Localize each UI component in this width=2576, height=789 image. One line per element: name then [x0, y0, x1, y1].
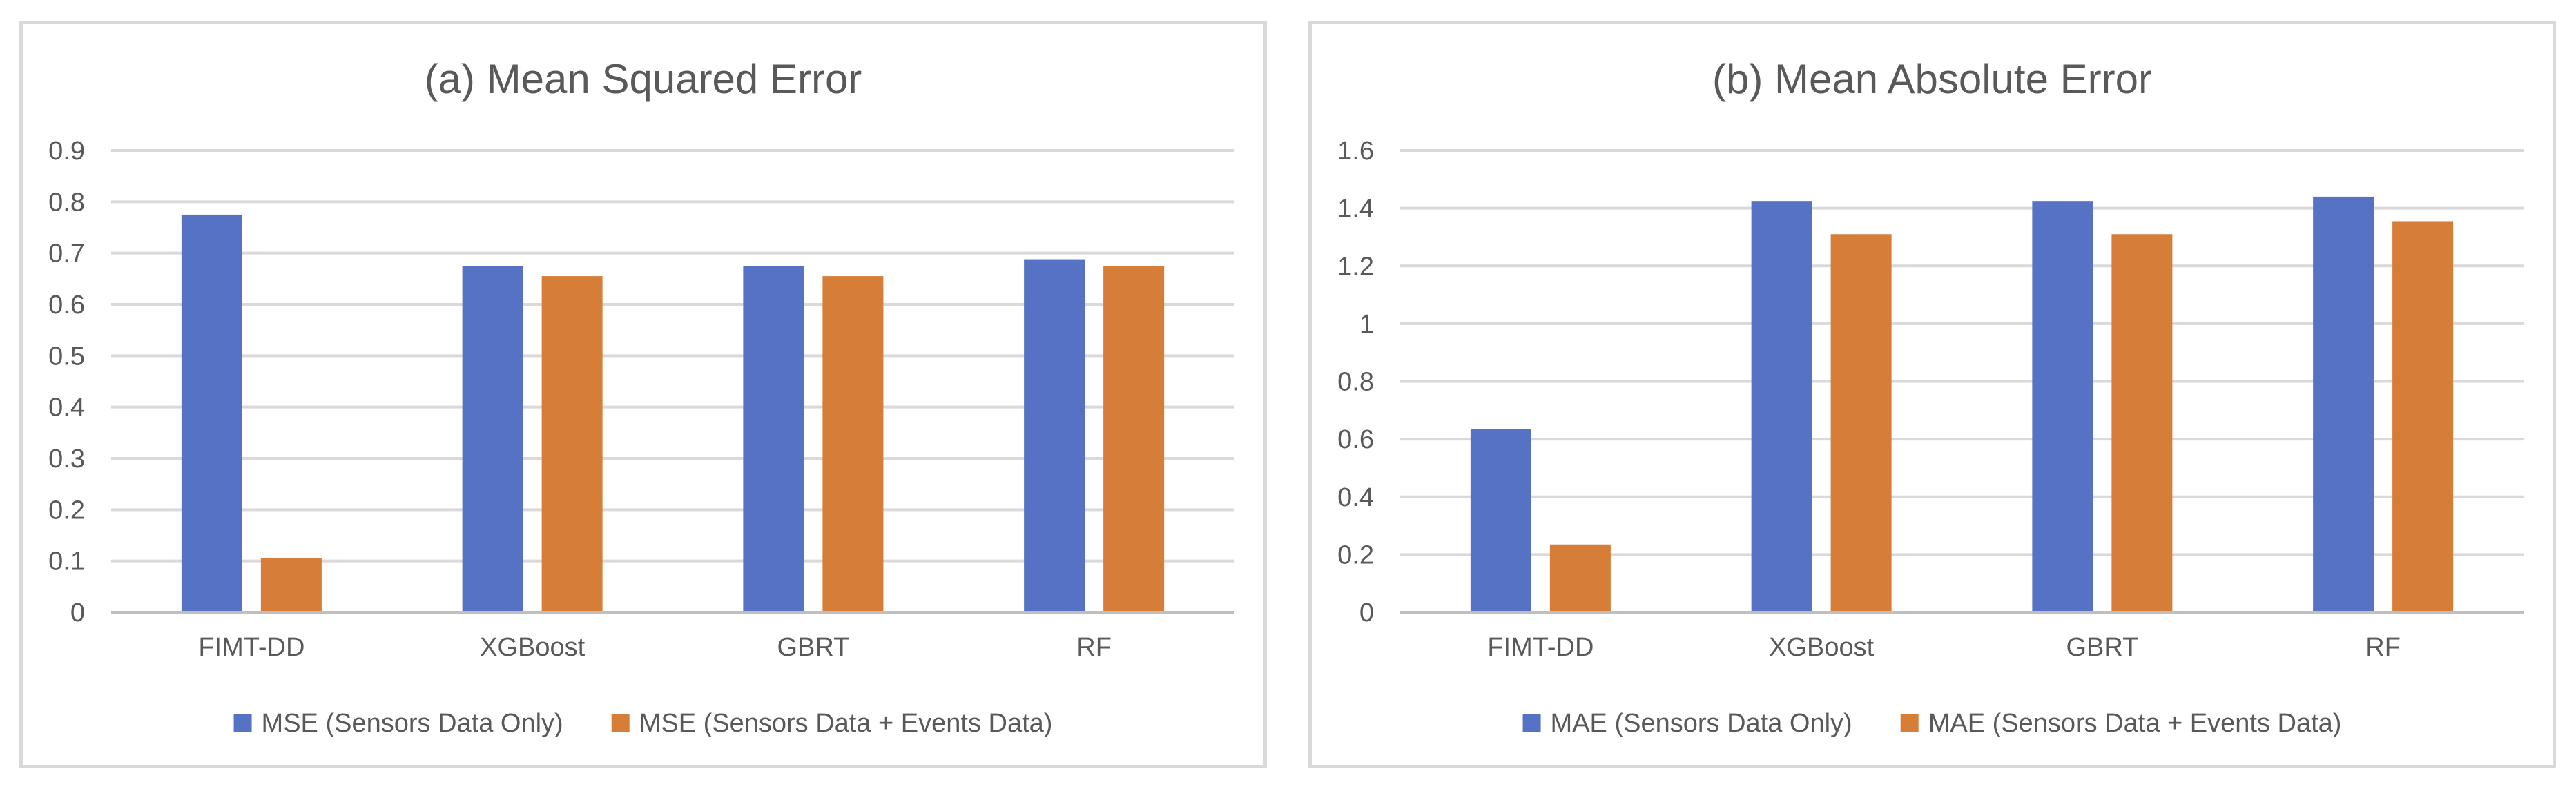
bar-sensors-only-fimt-dd — [181, 214, 242, 613]
legend-label: MAE (Sensors Data Only) — [1551, 709, 1852, 738]
x-category-label: FIMT-DD — [1487, 633, 1594, 662]
x-category-label: GBRT — [2066, 633, 2138, 662]
y-tick-label: 1 — [1359, 310, 1374, 339]
y-tick-label: 0.3 — [48, 445, 85, 474]
y-tick-label: 0.1 — [48, 547, 85, 576]
y-tick-label: 0.5 — [48, 342, 85, 371]
legend-label: MSE (Sensors Data + Events Data) — [639, 709, 1053, 738]
y-tick-label: 0.4 — [1337, 483, 1374, 512]
legend-swatch — [1900, 714, 1919, 732]
legend-swatch — [233, 714, 252, 732]
y-tick-label: 0.6 — [48, 291, 85, 320]
bar-sensors-only-rf — [1024, 259, 1085, 612]
y-tick-label: 0.8 — [1337, 368, 1374, 397]
y-tick-label: 0 — [1359, 598, 1374, 627]
y-tick-label: 1.4 — [1337, 195, 1374, 224]
legend-swatch — [611, 714, 630, 732]
x-category-label: RF — [2365, 633, 2401, 662]
legend-label: MAE (Sensors Data + Events Data) — [1928, 709, 2342, 738]
bar-sensors-events-fimt-dd — [1549, 544, 1611, 612]
bar-sensors-only-xgboost — [462, 266, 523, 612]
y-tick-label: 1.6 — [1337, 137, 1374, 166]
x-category-label: XGBoost — [480, 633, 585, 662]
y-tick-label: 1.2 — [1337, 252, 1374, 281]
y-tick-label: 0.2 — [1337, 540, 1374, 569]
chart-title: (a) Mean Squared Error — [425, 56, 862, 102]
bar-sensors-events-xgboost — [541, 276, 603, 612]
bar-sensors-events-xgboost — [1830, 234, 1892, 613]
chart-title: (b) Mean Absolute Error — [1712, 56, 2152, 102]
legend: MSE (Sensors Data Only) MSE (Sensors Data… — [233, 709, 1053, 738]
y-tick-label: 0 — [70, 598, 85, 627]
bar-sensors-only-xgboost — [1751, 201, 1812, 612]
legend-swatch — [1522, 714, 1541, 732]
bar-sensors-only-rf — [2313, 196, 2374, 612]
bar-sensors-events-rf — [2392, 221, 2454, 612]
x-category-label: RF — [1076, 633, 1112, 662]
bar-sensors-only-gbrt — [743, 266, 804, 612]
mse-chart-svg: (a) Mean Squared Error 0 0.1 0.2 0.3 0.4 0.5 0.… — [48, 56, 1234, 738]
legend: MAE (Sensors Data Only) MAE (Sensors Data… — [1522, 709, 2342, 738]
bar-sensors-events-gbrt — [822, 276, 884, 612]
y-tick-label: 0.9 — [48, 137, 85, 166]
y-tick-label: 0.4 — [48, 393, 85, 422]
chart-panel-mae: (b) Mean Absolute Error 0 0.2 0.4 0.6 0.8 1 1.2… — [1308, 21, 2556, 768]
x-category-label: FIMT-DD — [198, 633, 304, 662]
bar-sensors-only-gbrt — [2032, 201, 2093, 612]
x-category-label: XGBoost — [1769, 633, 1875, 662]
y-tick-label: 0.6 — [1337, 425, 1374, 454]
bar-sensors-events-fimt-dd — [260, 558, 322, 612]
y-tick-label: 0.7 — [48, 240, 85, 269]
bar-sensors-only-fimt-dd — [1470, 429, 1531, 612]
chart-panel-mse: (a) Mean Squared Error 0 0.1 0.2 0.3 0.4 0.5 0.… — [19, 21, 1267, 768]
mae-chart-svg: (b) Mean Absolute Error 0 0.2 0.4 0.6 0.8 1 1.2… — [1337, 56, 2524, 738]
x-category-label: GBRT — [777, 633, 849, 662]
y-tick-label: 0.2 — [48, 496, 85, 525]
y-tick-label: 0.8 — [48, 188, 85, 217]
legend-label: MSE (Sensors Data Only) — [262, 709, 563, 738]
bar-sensors-events-gbrt — [2111, 234, 2173, 613]
bar-sensors-events-rf — [1103, 266, 1165, 612]
